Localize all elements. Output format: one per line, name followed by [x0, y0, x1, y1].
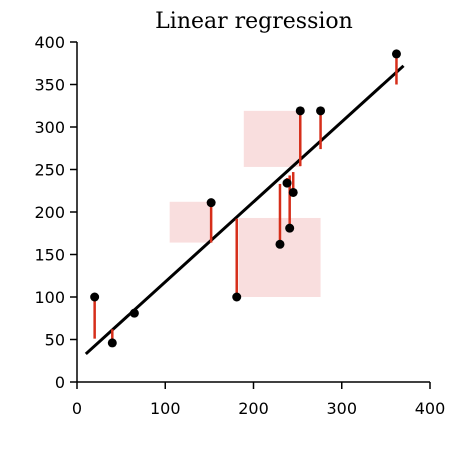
data-point: [90, 292, 100, 302]
data-point: [391, 49, 401, 59]
residual-square: [243, 110, 302, 167]
y-tick-label: 400: [34, 33, 65, 52]
data-point: [107, 338, 117, 348]
y-tick-label: 100: [34, 288, 65, 307]
data-point: [295, 106, 305, 116]
y-tick-label: 350: [34, 76, 65, 95]
x-tick-label: 300: [326, 399, 357, 418]
y-tick-label: 50: [45, 331, 65, 350]
y-tick-label: 150: [34, 246, 65, 265]
residual-lines: [93, 53, 398, 343]
data-points: [90, 49, 401, 348]
data-point: [232, 292, 242, 302]
axes: [76, 42, 430, 383]
x-tick-label: 100: [150, 399, 181, 418]
y-tick-label: 0: [55, 373, 65, 392]
x-tick-label: 400: [415, 399, 446, 418]
x-tick-label: 200: [238, 399, 269, 418]
data-point: [275, 239, 285, 249]
residual-squares: [169, 110, 321, 297]
y-tick-label: 200: [34, 203, 65, 222]
residual-square: [169, 201, 213, 243]
x-tick-label: 0: [72, 399, 82, 418]
regression-line: [84, 64, 405, 356]
data-point: [288, 187, 298, 197]
data-point: [206, 198, 216, 208]
y-tick-label: 300: [34, 118, 65, 137]
data-point: [316, 106, 326, 116]
data-point: [285, 223, 295, 233]
data-point: [129, 308, 139, 318]
data-point: [282, 178, 292, 188]
regression-line-group: [84, 64, 405, 356]
axis-ticks: 0 100 200 300 400 0 50 100 150 200 250 300 350 400: [34, 33, 445, 418]
chart-title: Linear regression: [155, 9, 353, 34]
y-tick-label: 250: [34, 161, 65, 180]
